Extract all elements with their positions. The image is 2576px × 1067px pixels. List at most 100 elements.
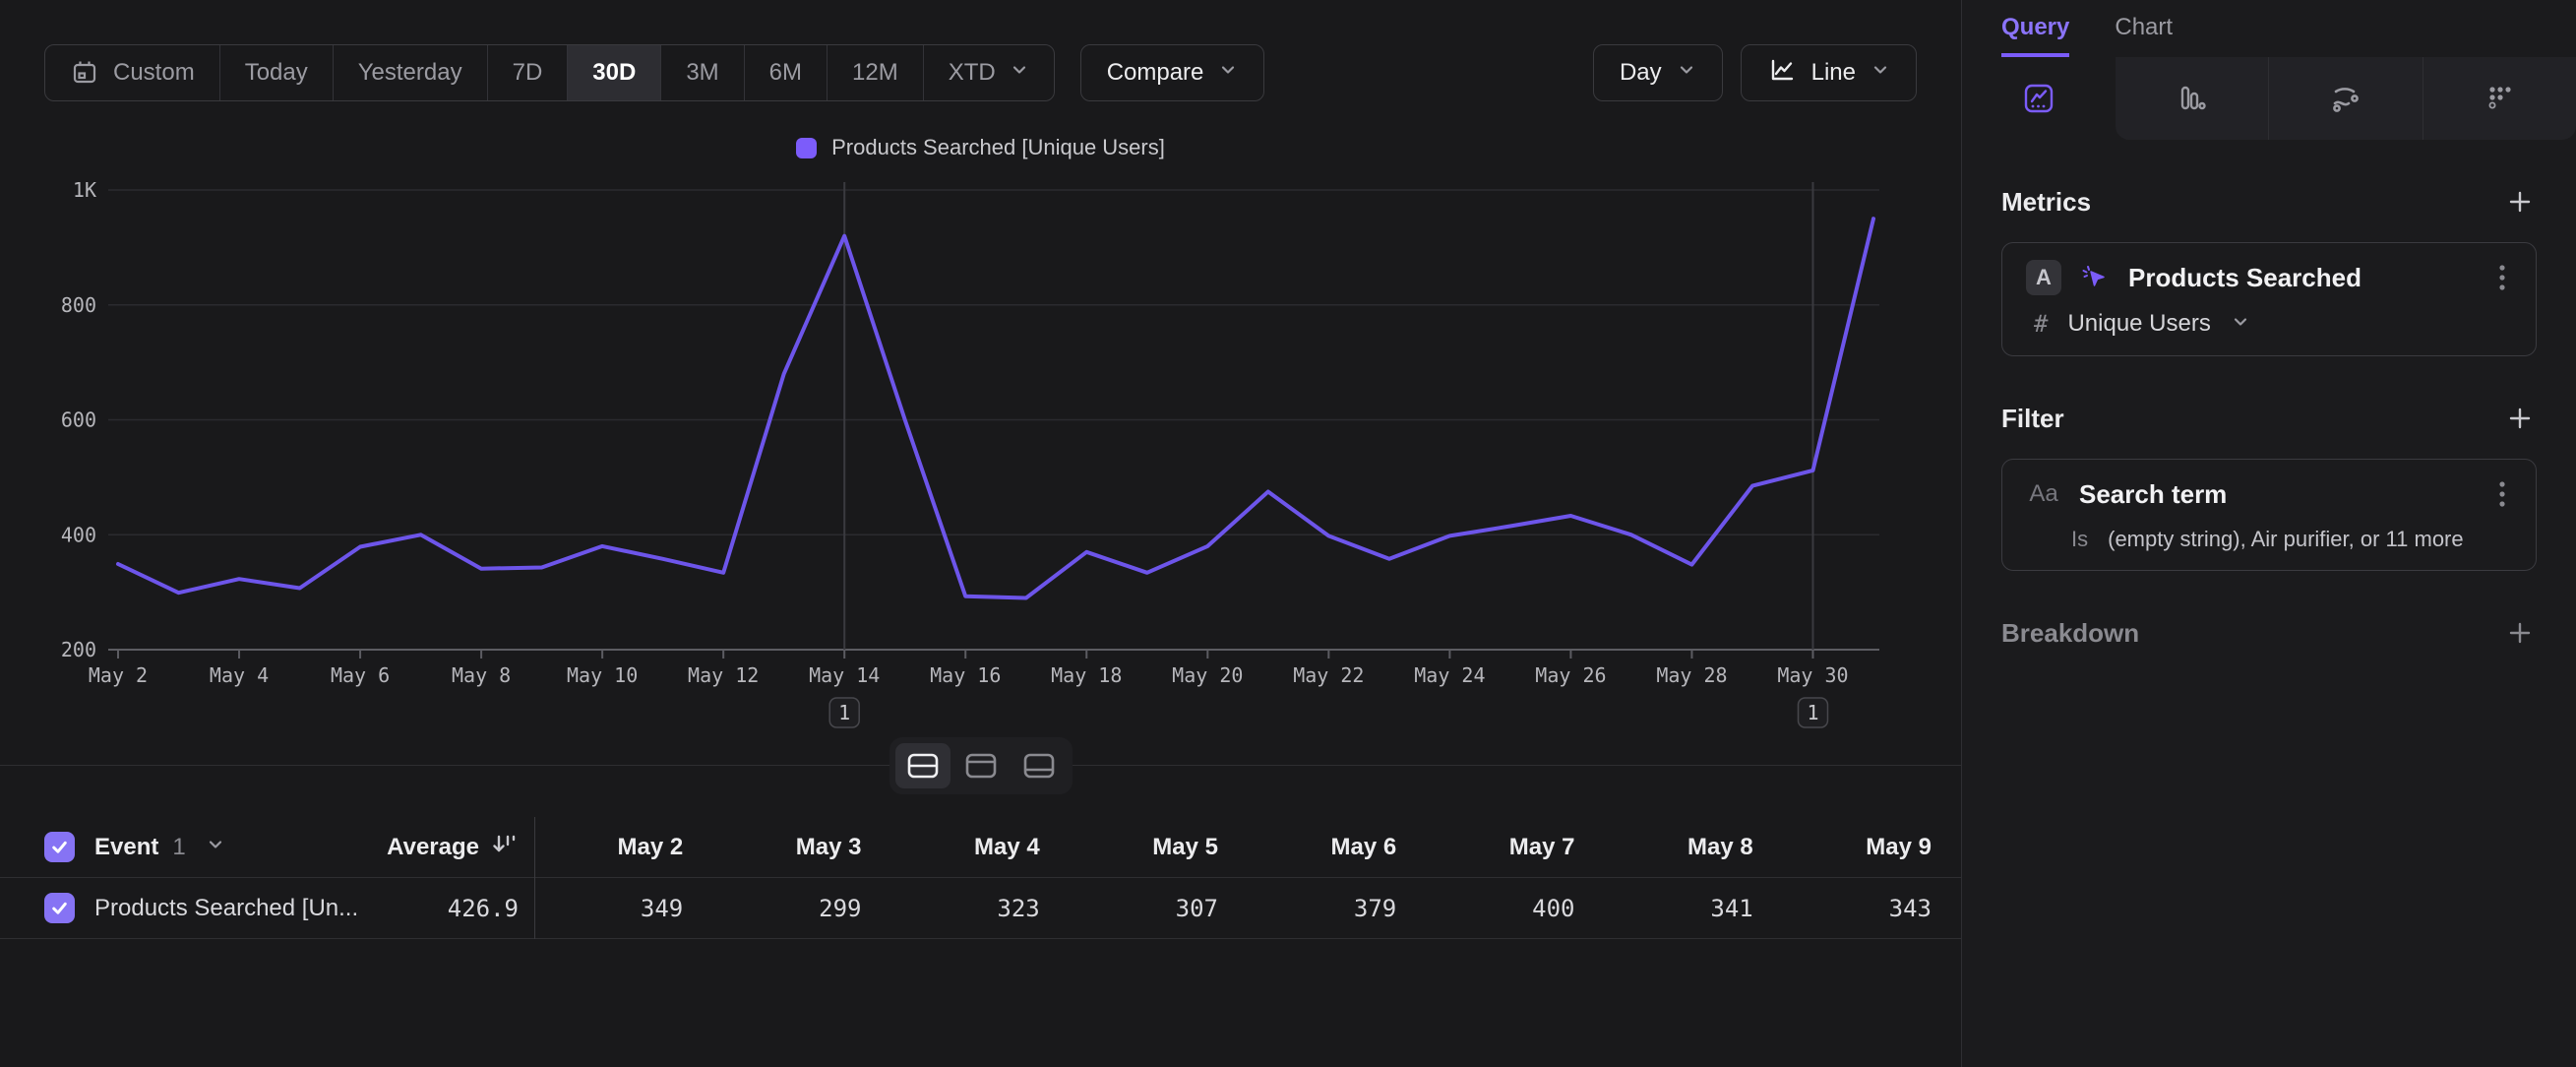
toolbar-right: Day Line	[1593, 44, 1917, 101]
tab-query[interactable]: Query	[2001, 14, 2069, 57]
report-tab-flows[interactable]	[2268, 57, 2423, 140]
y-tick-label: 400	[61, 523, 96, 546]
filter-property-name: Search term	[2079, 479, 2475, 510]
date-header[interactable]: May 4	[891, 834, 1070, 861]
chart-top-view-button[interactable]	[953, 743, 1009, 788]
add-filter-button[interactable]	[2503, 402, 2537, 435]
row-checkbox[interactable]	[44, 893, 75, 923]
x-tick-label: May 12	[688, 663, 759, 687]
date-value: 341	[1605, 895, 1783, 922]
select-all-checkbox[interactable]	[44, 832, 75, 862]
layout-toggle-group	[889, 737, 1073, 794]
date-header[interactable]: May 2	[534, 834, 712, 861]
date-header[interactable]: May 6	[1248, 834, 1426, 861]
report-tab-retention[interactable]	[2423, 57, 2576, 140]
results-table: Event 1 Average May 2May 3May 4May 5May …	[0, 817, 1961, 939]
metric-card[interactable]: A Products Searched # Unique Users	[2001, 242, 2537, 356]
report-tab-insights[interactable]	[1962, 57, 2116, 140]
chevron-down-icon[interactable]	[206, 835, 225, 859]
row-label: Products Searched [Un...	[94, 895, 358, 922]
x-tick-label: May 10	[567, 663, 638, 687]
filter-value: (empty string), Air purifier, or 11 more	[2108, 527, 2464, 552]
table-header-row: Event 1 Average May 2May 3May 4May 5May …	[0, 817, 1961, 878]
date-headers: May 2May 3May 4May 5May 6May 7May 8May 9	[534, 834, 1961, 861]
x-tick-label: May 16	[930, 663, 1001, 687]
filter-operator: Is	[2026, 527, 2088, 552]
filter-options-button[interactable]	[2492, 475, 2512, 513]
average-header-label: Average	[387, 834, 479, 861]
date-header[interactable]: May 5	[1070, 834, 1248, 861]
date-header[interactable]: May 8	[1605, 834, 1783, 861]
breakdown-title: Breakdown	[2001, 618, 2139, 649]
filter-condition-row[interactable]: Is (empty string), Air purifier, or 11 m…	[2026, 527, 2512, 552]
calendar-icon	[70, 58, 99, 88]
table-bottom-view-icon	[1023, 753, 1055, 779]
chart-line-series	[118, 219, 1873, 597]
average-value-cell: 426.9	[327, 895, 534, 922]
split-view-icon	[907, 753, 939, 779]
toolbar-left: CustomTodayYesterday7D30D3M6M12MXTD Comp…	[44, 44, 1264, 101]
property-type-badge: Aa	[2026, 480, 2061, 508]
range-30d[interactable]: 30D	[568, 45, 661, 100]
event-header-label: Event	[94, 834, 158, 861]
legend-label: Products Searched [Unique Users]	[831, 135, 1165, 160]
y-tick-label: 600	[61, 408, 96, 432]
add-breakdown-button[interactable]	[2503, 616, 2537, 650]
range-3m[interactable]: 3M	[661, 45, 744, 100]
x-tick-label: May 8	[452, 663, 511, 687]
annotation-badge-label: 1	[1807, 701, 1818, 724]
chart-type-button[interactable]: Line	[1741, 44, 1917, 101]
report-tab-funnels[interactable]	[2116, 57, 2269, 140]
range-xtd[interactable]: XTD	[924, 45, 1054, 100]
range-yesterday[interactable]: Yesterday	[334, 45, 488, 100]
date-header[interactable]: May 7	[1426, 834, 1604, 861]
date-value: 349	[534, 895, 712, 922]
x-tick-label: May 28	[1656, 663, 1727, 687]
filter-card[interactable]: Aa Search term Is (empty string), Air pu…	[2001, 459, 2537, 571]
report-main-area: CustomTodayYesterday7D30D3M6M12MXTD Comp…	[0, 0, 1961, 1067]
table-bottom-view-button[interactable]	[1012, 743, 1067, 788]
metric-options-button[interactable]	[2492, 259, 2512, 296]
chevron-down-icon	[2231, 312, 2250, 337]
chart-type-label: Line	[1811, 59, 1856, 87]
granularity-label: Day	[1620, 59, 1662, 87]
x-tick-label: May 2	[89, 663, 148, 687]
filter-card-row: Aa Search term	[2026, 475, 2512, 513]
metric-aggregation-row[interactable]: # Unique Users	[2026, 310, 2512, 338]
insights-icon	[2022, 82, 2055, 115]
add-metric-button[interactable]	[2503, 185, 2537, 219]
date-header[interactable]: May 3	[712, 834, 890, 861]
range-12m[interactable]: 12M	[828, 45, 924, 100]
event-pointer-icon	[2079, 262, 2111, 293]
compare-button[interactable]: Compare	[1080, 44, 1265, 101]
tab-chart[interactable]: Chart	[2115, 14, 2173, 57]
annotation-badge-label: 1	[838, 701, 850, 724]
event-header-cell: Event 1	[0, 832, 327, 862]
line-chart: 1K80060040020011May 2May 4May 6May 8May …	[41, 172, 1916, 741]
count-type-icon: #	[2034, 310, 2048, 338]
date-value: 299	[712, 895, 890, 922]
date-value: 379	[1248, 895, 1426, 922]
range-6m[interactable]: 6M	[745, 45, 828, 100]
y-tick-label: 800	[61, 293, 96, 317]
date-header[interactable]: May 9	[1783, 834, 1961, 861]
chevron-down-icon	[1677, 59, 1696, 87]
x-tick-label: May 22	[1293, 663, 1364, 687]
query-sidebar: Query Chart Metrics A Products Searched …	[1961, 0, 2576, 1067]
filter-section-header: Filter	[2001, 402, 2537, 435]
date-range-group: CustomTodayYesterday7D30D3M6M12MXTD	[44, 44, 1055, 101]
chart-table-divider	[0, 765, 1961, 766]
range-custom[interactable]: Custom	[45, 45, 220, 100]
granularity-button[interactable]: Day	[1593, 44, 1723, 101]
report-toolbar: CustomTodayYesterday7D30D3M6M12MXTD Comp…	[44, 44, 1917, 101]
average-header-cell[interactable]: Average	[327, 830, 534, 864]
compare-label: Compare	[1107, 59, 1204, 87]
range-7d[interactable]: 7D	[488, 45, 569, 100]
split-view-button[interactable]	[895, 743, 951, 788]
chart-top-view-icon	[965, 753, 997, 779]
breakdown-section-header: Breakdown	[2001, 616, 2537, 650]
metrics-title: Metrics	[2001, 187, 2091, 218]
range-today[interactable]: Today	[220, 45, 334, 100]
aggregation-label: Unique Users	[2067, 310, 2210, 338]
report-type-tabs	[1962, 57, 2576, 140]
